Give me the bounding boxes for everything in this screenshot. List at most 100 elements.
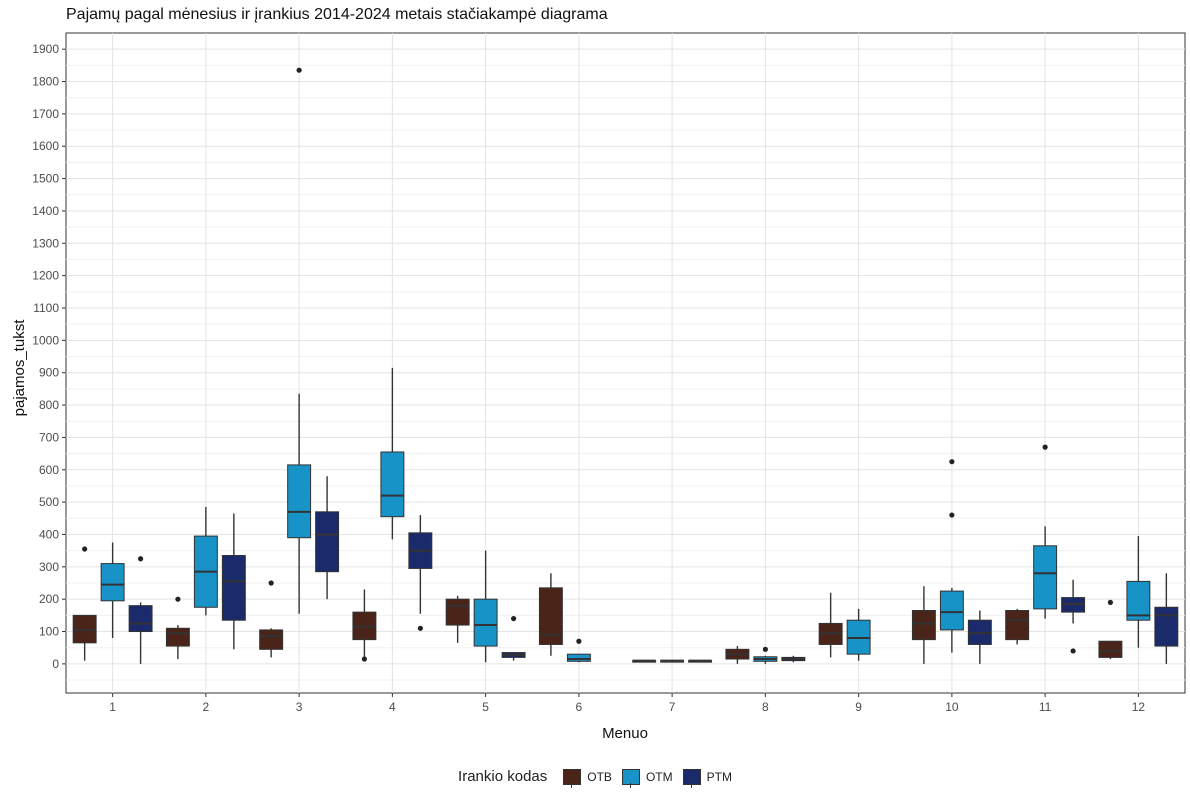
y-tick-label: 1200 [32,269,59,283]
y-tick-label: 100 [39,625,59,639]
x-tick-label: 4 [389,700,396,714]
y-tick-label: 1100 [33,301,59,315]
legend-key-ptm [682,768,701,788]
box-ptm-2 [221,513,246,650]
legend-key-otm [621,768,640,788]
outlier-point [762,646,768,652]
y-tick-label: 500 [39,495,59,509]
x-tick-label: 6 [576,700,583,714]
box-ptm-12 [1154,573,1179,664]
box-body [939,590,964,631]
box-otb-1 [72,546,97,661]
legend-label-otb: OTB [587,769,612,784]
box-ptm-5 [501,615,526,661]
y-axis: 0 100 200 300 400 500 600 700 800 900 1000 1100 1200… [32,42,66,671]
box-ptm-1 [128,556,153,664]
box-body [380,451,405,518]
box-body [911,610,936,641]
box-otm-7 [660,659,685,663]
box-otm-2 [193,506,218,616]
box-ptm-7 [688,659,713,663]
legend-item-otb: OTB [563,768,612,788]
outlier-point [1070,648,1076,654]
y-tick-label: 1800 [32,75,59,89]
box-otm-1 [100,542,125,638]
box-body [1005,610,1030,641]
box-body [165,627,190,647]
y-tick-label: 1700 [32,107,59,121]
box-otb-11 [1005,608,1030,645]
x-tick-label: 2 [203,700,210,714]
box-ptm-4 [408,515,433,631]
box-body [1098,640,1123,658]
boxplot-chart: 0 100 200 300 400 500 600 700 800 900 1000 1100 1200… [11,32,1186,742]
box-body [259,629,284,650]
outlier-point [268,580,274,586]
box-otb-4 [352,589,377,662]
legend-label-otm: OTM [645,769,673,784]
x-tick-label: 1 [109,700,116,714]
box-layer [72,67,1179,664]
y-tick-label: 1500 [32,172,59,186]
y-tick-label: 400 [39,527,59,541]
x-axis-title: Menuo [602,725,648,742]
x-tick-label: 7 [669,700,676,714]
box-otm-6 [566,638,591,663]
x-tick-label: 8 [762,700,769,714]
legend-key-otb [563,768,582,788]
box-otb-2 [165,596,190,660]
y-tick-label: 900 [39,366,59,380]
box-otb-6 [538,573,563,656]
outlier-point [417,625,423,631]
outlier-point [1107,599,1113,606]
legend: Irankio kodas OTB OTM PTM [0,768,1190,788]
outlier-point [576,638,582,644]
box-otb-9 [818,592,843,658]
box-body [445,598,470,626]
box-ptm-3 [315,476,340,600]
legend-title: Irankio kodas [458,768,548,785]
y-tick-label: 1000 [32,333,59,347]
outlier-point [361,656,367,662]
box-otb-3 [259,580,284,658]
outlier-point [949,459,955,465]
x-tick-label: 5 [482,700,489,714]
box-body [1154,606,1179,647]
box-otm-3 [287,67,312,614]
box-body [100,563,125,602]
y-tick-label: 200 [39,592,59,606]
y-tick-label: 0 [52,657,59,671]
box-body [128,605,153,633]
outlier-point [1042,444,1048,450]
y-tick-label: 1400 [32,204,59,218]
y-tick-label: 1300 [32,236,59,250]
y-tick-label: 600 [39,463,59,477]
grid-lines [66,33,1185,693]
box-body [1126,580,1151,621]
box-ptm-8 [781,655,806,663]
box-otm-10 [939,459,964,653]
outlier-point [510,615,517,622]
box-body [473,598,498,647]
box-otb-5 [445,595,470,643]
x-axis: 1 2 3 4 5 6 7 8 9 10 11 12 [109,693,1145,714]
y-axis-title: pajamos_tukst [11,319,28,417]
box-body [538,587,563,645]
outlier-point [175,596,181,602]
y-tick-label: 1600 [32,139,59,153]
outlier-point [82,546,88,552]
outlier-point [296,67,302,73]
box-otm-9 [846,608,871,661]
y-tick-label: 300 [39,560,59,574]
y-tick-label: 700 [39,430,59,444]
box-body [315,511,340,573]
box-otb-8 [725,646,750,664]
x-tick-label: 3 [296,700,303,714]
outlier-point [138,556,144,562]
box-ptm-11 [1061,579,1086,654]
x-tick-label: 11 [1039,700,1052,714]
box-body [221,555,246,621]
box-otb-7 [632,659,657,663]
x-tick-label: 10 [945,700,959,714]
box-otm-8 [753,646,778,664]
